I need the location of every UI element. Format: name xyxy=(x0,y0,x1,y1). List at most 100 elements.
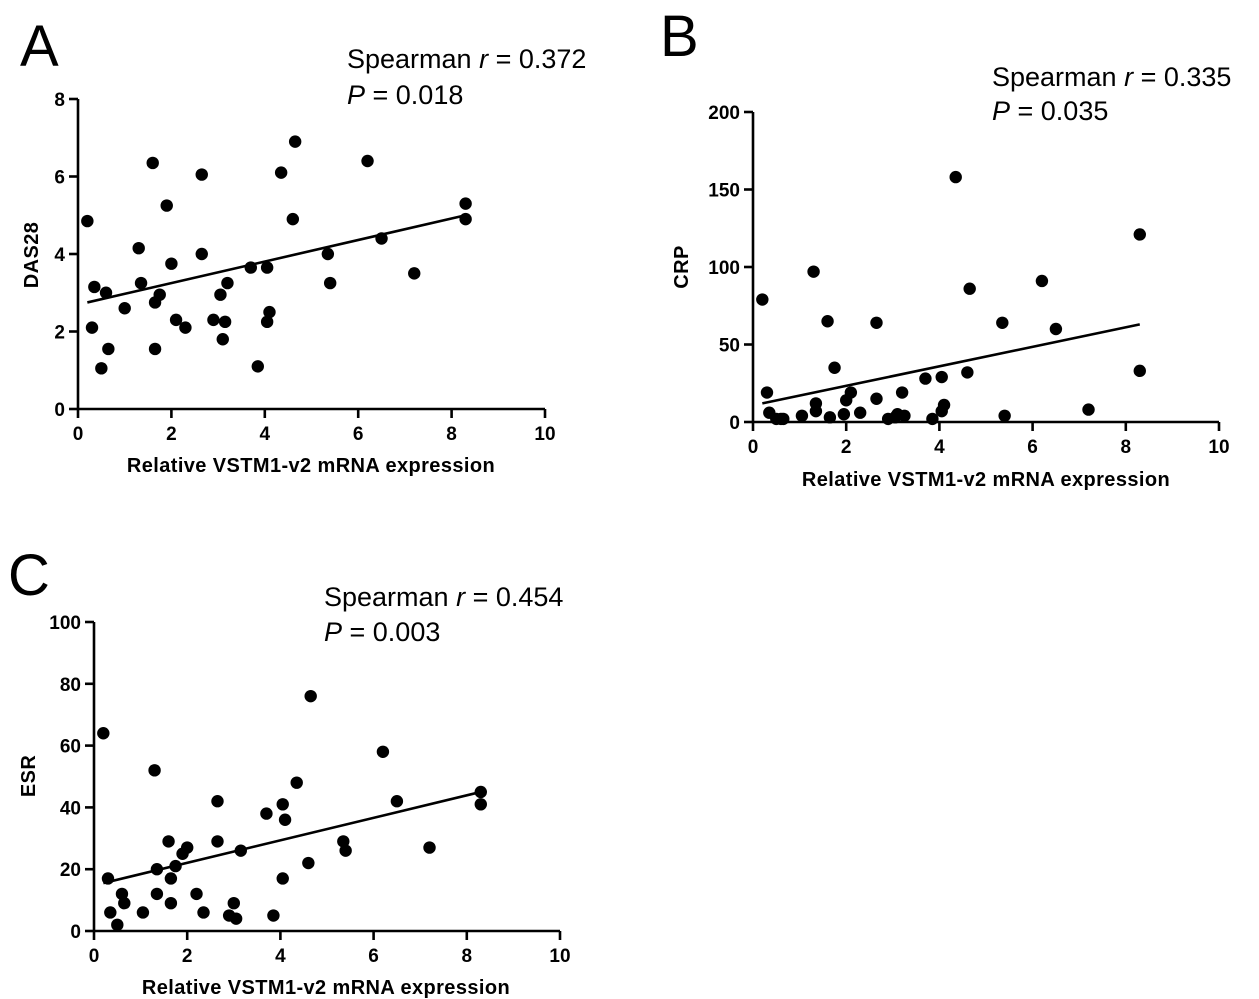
data-point xyxy=(870,392,883,405)
data-point xyxy=(1082,403,1095,416)
x-axis-title: Relative VSTM1-v2 mRNA expression xyxy=(127,455,495,477)
regression-line xyxy=(87,213,466,304)
x-tick-label: 2 xyxy=(182,946,193,967)
data-points xyxy=(756,170,1146,426)
x-tick-label: 6 xyxy=(1027,437,1038,458)
data-point xyxy=(898,409,911,422)
data-point xyxy=(286,212,300,226)
data-point xyxy=(949,170,962,184)
data-point xyxy=(844,386,858,399)
data-point xyxy=(260,315,274,329)
panel-a: A Spearman r = 0.372 P = 0.018 Relative … xyxy=(20,14,586,477)
data-point xyxy=(229,912,243,925)
data-point xyxy=(807,265,820,278)
data-point xyxy=(88,280,101,294)
y-tick-label: 8 xyxy=(54,90,65,111)
x-tick-label: 4 xyxy=(934,437,945,458)
p-value-stat: P = 0.018 xyxy=(347,80,463,110)
y-tick-label: 40 xyxy=(60,798,81,819)
y-tick-label: 0 xyxy=(54,400,65,421)
x-tick-label: 4 xyxy=(275,946,286,967)
data-point xyxy=(302,856,315,870)
x-tick-label: 0 xyxy=(748,437,759,458)
data-point xyxy=(211,795,224,808)
data-point xyxy=(102,342,115,356)
data-point xyxy=(148,342,162,356)
data-point xyxy=(809,404,823,418)
panel-c: C Spearman r = 0.454 P = 0.003 Relative … xyxy=(8,543,571,999)
data-point xyxy=(150,887,164,901)
x-tick-label: 6 xyxy=(353,424,364,445)
x-tick-label: 4 xyxy=(260,424,271,445)
y-tick-label: 50 xyxy=(719,336,740,357)
data-point xyxy=(190,887,203,901)
data-point xyxy=(288,135,302,148)
y-axis-title: CRP xyxy=(671,245,693,288)
data-point xyxy=(85,321,99,334)
panel-letter: A xyxy=(20,14,59,79)
data-point xyxy=(1049,322,1063,336)
data-point xyxy=(961,366,974,379)
data-point xyxy=(234,844,247,857)
x-tick-label: 0 xyxy=(73,424,84,445)
y-tick-label: 200 xyxy=(708,103,740,124)
data-point xyxy=(321,247,335,261)
data-point xyxy=(162,835,175,848)
x-tick-label: 8 xyxy=(1121,437,1132,458)
spearman-r-stat: Spearman r = 0.454 xyxy=(324,582,563,612)
data-point xyxy=(153,288,166,301)
data-point xyxy=(165,257,178,270)
data-point xyxy=(1133,364,1146,378)
data-point xyxy=(760,386,774,399)
data-point xyxy=(99,286,113,299)
axes: 0 2 4 6 8 0 2 4 6 8 10 xyxy=(54,90,555,445)
data-point xyxy=(197,906,210,919)
data-point xyxy=(998,409,1011,422)
data-point xyxy=(756,293,769,306)
data-point xyxy=(218,315,232,329)
data-point xyxy=(935,370,948,384)
p-value-stat: P = 0.003 xyxy=(324,617,440,647)
panel-b: B Spearman r = 0.335 P = 0.035 Relative … xyxy=(660,4,1231,491)
data-point xyxy=(164,896,178,910)
panel-letter: C xyxy=(8,543,50,608)
data-point xyxy=(104,906,117,919)
data-point xyxy=(919,372,932,385)
x-axis-title: Relative VSTM1-v2 mRNA expression xyxy=(142,977,510,999)
data-point xyxy=(164,872,178,885)
y-tick-label: 6 xyxy=(54,168,65,189)
data-point xyxy=(408,267,421,280)
data-point xyxy=(251,360,264,373)
data-point xyxy=(150,863,164,876)
data-point xyxy=(323,276,337,290)
data-point xyxy=(97,727,110,740)
panel-letter: B xyxy=(660,4,699,69)
data-point xyxy=(339,844,352,857)
data-point xyxy=(853,406,867,419)
data-point xyxy=(390,795,404,808)
data-point xyxy=(274,166,288,179)
y-tick-label: 0 xyxy=(729,413,740,434)
data-point xyxy=(227,896,240,910)
x-tick-label: 10 xyxy=(549,946,570,967)
data-point xyxy=(290,776,303,789)
y-tick-label: 100 xyxy=(49,613,81,634)
spearman-r-stat: Spearman r = 0.335 xyxy=(992,62,1231,92)
data-point xyxy=(263,305,276,319)
x-tick-label: 2 xyxy=(166,424,177,445)
data-point xyxy=(996,316,1009,329)
data-point xyxy=(276,872,289,885)
data-point xyxy=(1035,274,1049,288)
y-tick-label: 4 xyxy=(54,245,65,266)
data-points xyxy=(81,135,472,375)
y-axis-title: DAS28 xyxy=(21,222,43,288)
data-point xyxy=(221,276,234,290)
data-point xyxy=(361,154,374,168)
x-tick-label: 10 xyxy=(534,424,555,445)
data-point xyxy=(304,689,317,703)
data-point xyxy=(267,909,280,922)
axes: 0 20 40 60 80 100 0 2 4 6 8 10 xyxy=(49,613,570,967)
y-tick-label: 80 xyxy=(60,675,81,696)
data-point xyxy=(160,199,173,212)
